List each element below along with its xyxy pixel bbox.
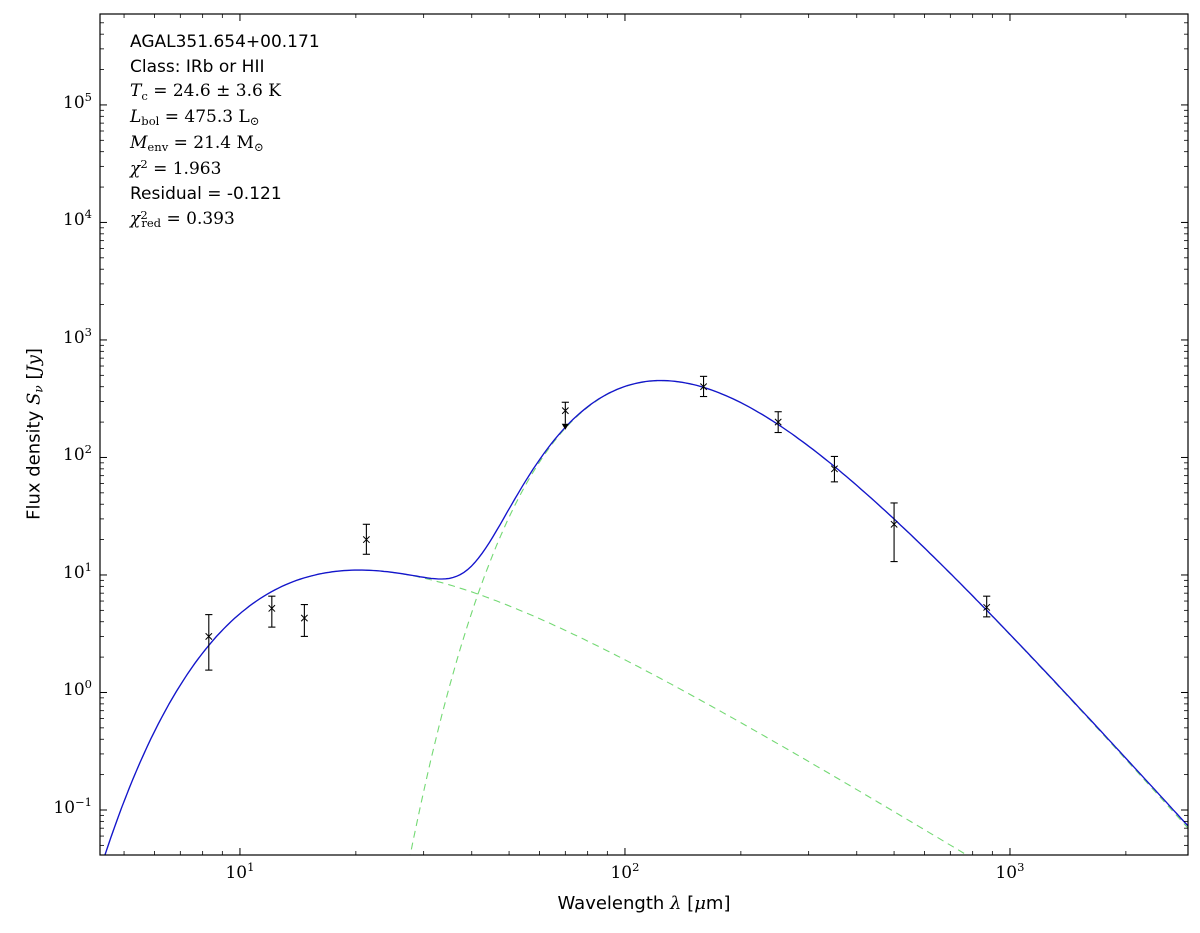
x-marker-icon — [699, 383, 708, 391]
text-segment: bol — [141, 114, 160, 129]
text-segment: Class: IRb or HII — [130, 56, 265, 77]
y-tick-label: 10−1 — [53, 794, 92, 818]
y-tick-label: 101 — [63, 559, 92, 583]
data-point — [362, 523, 370, 555]
text-segment: S — [23, 392, 45, 406]
data-point — [268, 595, 276, 628]
x-tick-label: 103 — [995, 860, 1025, 883]
data-point — [830, 455, 839, 483]
text-segment: ⊙ — [249, 114, 260, 129]
text-segment: 2 — [140, 157, 148, 172]
x-tick-label: 101 — [225, 860, 255, 883]
text-segment: ν — [31, 385, 46, 393]
x-marker-icon — [362, 536, 370, 544]
plot-frame — [99, 13, 1189, 856]
text-segment: c — [141, 88, 148, 103]
annotation-line: Tc = 24.6 ± 3.6 K — [130, 79, 320, 105]
text-segment: χ — [130, 208, 141, 229]
y-tick-label: 103 — [63, 324, 92, 348]
x-tick-label: 102 — [610, 860, 640, 883]
annotation-line: Class: IRb or HII — [130, 55, 320, 80]
annotation-line: Menv = 21.4 M⊙ — [130, 131, 320, 157]
cold-component-curve — [409, 380, 1188, 855]
text-segment: = 1.963 — [147, 158, 222, 179]
text-segment: = 475.3 L — [159, 107, 250, 128]
text-segment: Wavelength — [557, 893, 671, 914]
y-axis-label: Flux density Sν [Jy] — [23, 348, 46, 520]
data-point — [300, 604, 308, 637]
text-segment: Residual = -0.121 — [130, 184, 282, 205]
data-point — [205, 614, 213, 671]
text-segment: [ — [681, 893, 695, 914]
text-segment: = 24.6 ± 3.6 K — [147, 81, 281, 102]
text-segment: M — [130, 132, 148, 153]
x-axis-label: Wavelength λ [μm] — [558, 893, 731, 914]
text-segment: env — [147, 140, 169, 155]
text-segment: [ — [23, 372, 45, 386]
x-marker-icon — [774, 418, 782, 426]
data-point — [890, 502, 898, 563]
y-tick-label: 104 — [63, 207, 92, 231]
x-marker-icon — [205, 632, 213, 640]
text-segment: L — [130, 107, 142, 128]
x-marker-icon — [830, 465, 838, 473]
x-marker-icon — [268, 604, 276, 612]
curves-layer — [104, 379, 1188, 855]
text-segment: T — [130, 81, 142, 102]
fit-annotation: AGAL351.654+00.171 Class: IRb or HII Tc = … — [130, 30, 320, 233]
total-fit-curve — [104, 379, 1188, 855]
data-point — [774, 411, 782, 434]
text-segment: = 0.393 — [161, 208, 235, 229]
y-tick-label: 100 — [63, 677, 92, 701]
axes-ticks-layer — [100, 14, 1188, 855]
text-segment: AGAL351.654+00.171 — [130, 32, 320, 52]
annotation-line: χ2red = 0.393 — [130, 207, 320, 233]
text-segment: λ — [670, 893, 682, 914]
text-segment: Jy — [23, 355, 45, 373]
y-tick-label: 105 — [63, 89, 92, 113]
text-segment: = 21.4 M — [168, 132, 254, 153]
data-points-layer — [205, 375, 991, 671]
text-segment: 2 — [140, 207, 148, 222]
down-arrow-icon — [561, 423, 569, 430]
text-segment: m] — [705, 893, 731, 914]
text-segment: χ — [130, 158, 141, 179]
data-point — [699, 375, 708, 398]
annotation-line: AGAL351.654+00.171 — [130, 30, 320, 55]
text-segment: μ — [694, 893, 706, 914]
text-segment: ⊙ — [253, 140, 264, 155]
annotation-line: χ2 = 1.963 — [130, 157, 320, 183]
text-segment: red — [141, 216, 162, 231]
data-point — [983, 595, 991, 618]
x-marker-icon — [890, 520, 898, 528]
text-segment: ] — [23, 348, 45, 356]
annotation-line: Lbol = 475.3 L⊙ — [130, 105, 320, 131]
annotation-line: Residual = -0.121 — [130, 182, 320, 207]
x-marker-icon — [300, 614, 308, 622]
x-marker-icon — [983, 603, 991, 611]
data-point — [561, 401, 569, 430]
y-tick-label: 102 — [63, 442, 92, 466]
